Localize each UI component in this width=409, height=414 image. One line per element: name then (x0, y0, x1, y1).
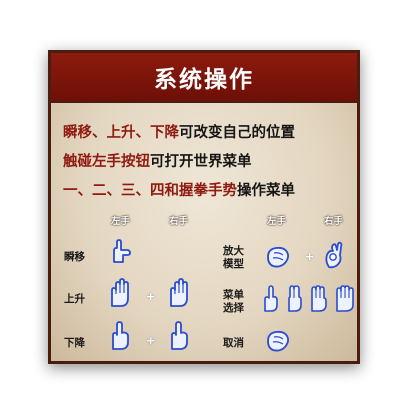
row-label-zoom-model: 放大 模型 (223, 245, 244, 270)
instruction-text: 操作菜单 (237, 183, 295, 199)
plus-sign: + (305, 250, 315, 263)
instruction-highlight: 一、二、三、四和握拳手势 (63, 183, 237, 199)
row-label-teleport: 瞬移 (64, 251, 85, 263)
three-fingers-icon (311, 285, 327, 312)
finger-gun-icon (113, 239, 131, 263)
left-hand-header: 左手 (111, 216, 131, 227)
right-hand-header: 右手 (169, 216, 189, 227)
plus-sign: + (146, 290, 156, 303)
instruction-line-1: 瞬移、上升、下降可改变自己的位置 (63, 119, 359, 148)
one-finger-icon (264, 285, 278, 312)
instructions: 瞬移、上升、下降可改变自己的位置 触碰左手按钮可打开世界菜单 一、二、三、四和握… (63, 119, 359, 206)
row-label-descend: 下降 (64, 337, 85, 349)
instruction-line-2: 触碰左手按钮可打开世界菜单 (63, 148, 359, 177)
plus-sign: + (146, 334, 156, 347)
row-label-ascend: 上升 (64, 293, 85, 305)
left-hand-header: 左手 (267, 216, 287, 227)
ok-hand-icon (325, 241, 343, 269)
instruction-highlight: 触碰左手按钮 (63, 154, 150, 170)
panel-title: 系统操作 (154, 67, 254, 93)
open-palm-icon (170, 278, 188, 307)
fist-icon (267, 330, 290, 352)
four-fingers-icon (336, 285, 354, 312)
open-palm-icon (111, 278, 129, 307)
two-fingers-icon (288, 285, 302, 312)
row-label-menu-select: 菜单 选择 (223, 289, 244, 314)
panel-header: 系统操作 (51, 53, 357, 103)
instruction-text: 可打开世界菜单 (150, 154, 252, 170)
row-label-cancel: 取消 (223, 337, 244, 349)
fist-icon (267, 246, 290, 268)
pointing-hand-icon (171, 321, 188, 350)
instruction-highlight: 瞬移、上升、下降 (63, 125, 179, 141)
instruction-line-3: 一、二、三、四和握拳手势操作菜单 (63, 177, 359, 206)
instruction-text: 可改变自己的位置 (179, 125, 295, 141)
pointing-hand-icon (112, 321, 129, 350)
right-hand-header: 右手 (324, 216, 344, 227)
system-operations-panel: 系统操作 瞬移、上升、下降可改变自己的位置 触碰左手按钮可打开世界菜单 一、二、… (48, 50, 360, 364)
